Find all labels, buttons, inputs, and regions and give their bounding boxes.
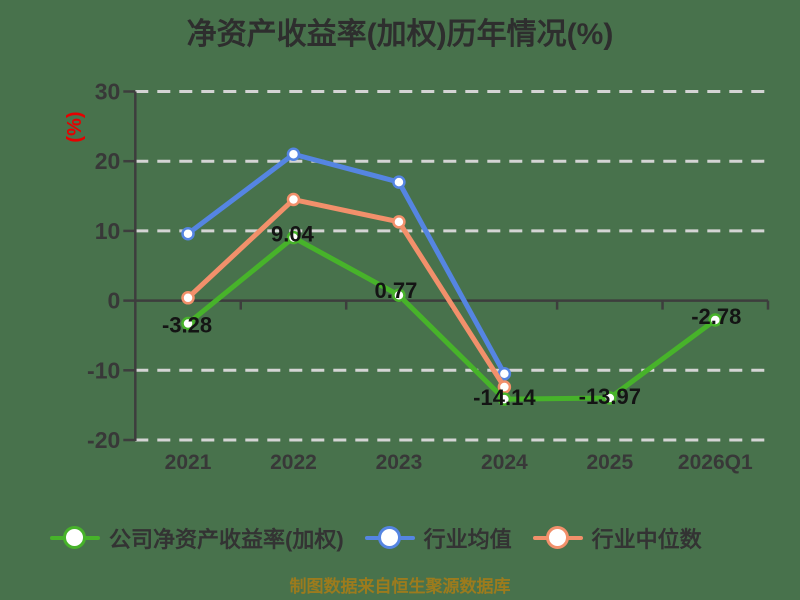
chart-legend: 公司净资产收益率(加权) 行业均值 行业中位数 — [50, 522, 770, 554]
series-marker-1 — [286, 147, 301, 161]
data-point-label: 0.77 — [375, 278, 418, 303]
series-marker-0 — [708, 313, 723, 327]
legend-item-0: 公司净资产收益率(加权) — [50, 522, 344, 554]
data-point-label: -13.97 — [579, 384, 641, 409]
chart-title: 净资产收益率(加权)历年情况(%) — [186, 18, 614, 51]
series-marker-0 — [181, 316, 195, 331]
x-axis-tick-label: 2022 — [270, 451, 317, 474]
series-marker-2 — [392, 215, 406, 229]
x-axis-tick-label: 2023 — [376, 451, 423, 474]
y-axis-tick-label: 20 — [95, 148, 121, 174]
legend-label: 公司净资产收益率(加权) — [109, 527, 344, 552]
legend-label: 行业均值 — [423, 527, 512, 552]
legend-marker-icon — [364, 525, 415, 551]
y-axis-tick-label: -20 — [87, 427, 120, 453]
legend-marker-icon — [50, 525, 100, 551]
series-marker-2 — [181, 291, 195, 305]
data-point-label: -14.14 — [473, 385, 536, 410]
x-axis-tick-label: 2025 — [586, 451, 633, 474]
series-marker-2 — [286, 192, 301, 207]
y-axis-tick-label: 10 — [95, 218, 121, 244]
y-axis-tick-label: -10 — [87, 357, 120, 383]
legend-item-1: 行业均值 — [364, 522, 512, 554]
data-point-label: 9.04 — [271, 222, 315, 247]
y-axis-tick-label: 30 — [95, 79, 121, 105]
series-marker-0 — [392, 288, 406, 302]
y-axis-tick-label: 0 — [108, 288, 121, 314]
series-marker-0 — [603, 391, 617, 405]
legend-item-2: 行业中位数 — [532, 522, 702, 554]
series-line-1 — [185, 151, 507, 377]
series-line-2 — [185, 197, 507, 390]
legend-label: 行业中位数 — [591, 527, 702, 552]
data-source-footer: 制图数据来自恒生聚源数据库 — [289, 577, 511, 596]
data-point-label: -3.28 — [162, 312, 212, 337]
series-marker-1 — [392, 175, 406, 189]
series-marker-0 — [286, 230, 301, 245]
legend-marker-icon — [532, 525, 583, 551]
data-point-label: -2.78 — [691, 304, 741, 329]
series-line-0 — [185, 235, 718, 402]
series-marker-1 — [181, 226, 195, 241]
x-axis-tick-label: 2021 — [165, 451, 212, 474]
x-axis-tick-label: 2026Q1 — [678, 451, 753, 474]
x-axis-tick-label: 2024 — [481, 451, 528, 474]
series-marker-0 — [497, 392, 512, 406]
